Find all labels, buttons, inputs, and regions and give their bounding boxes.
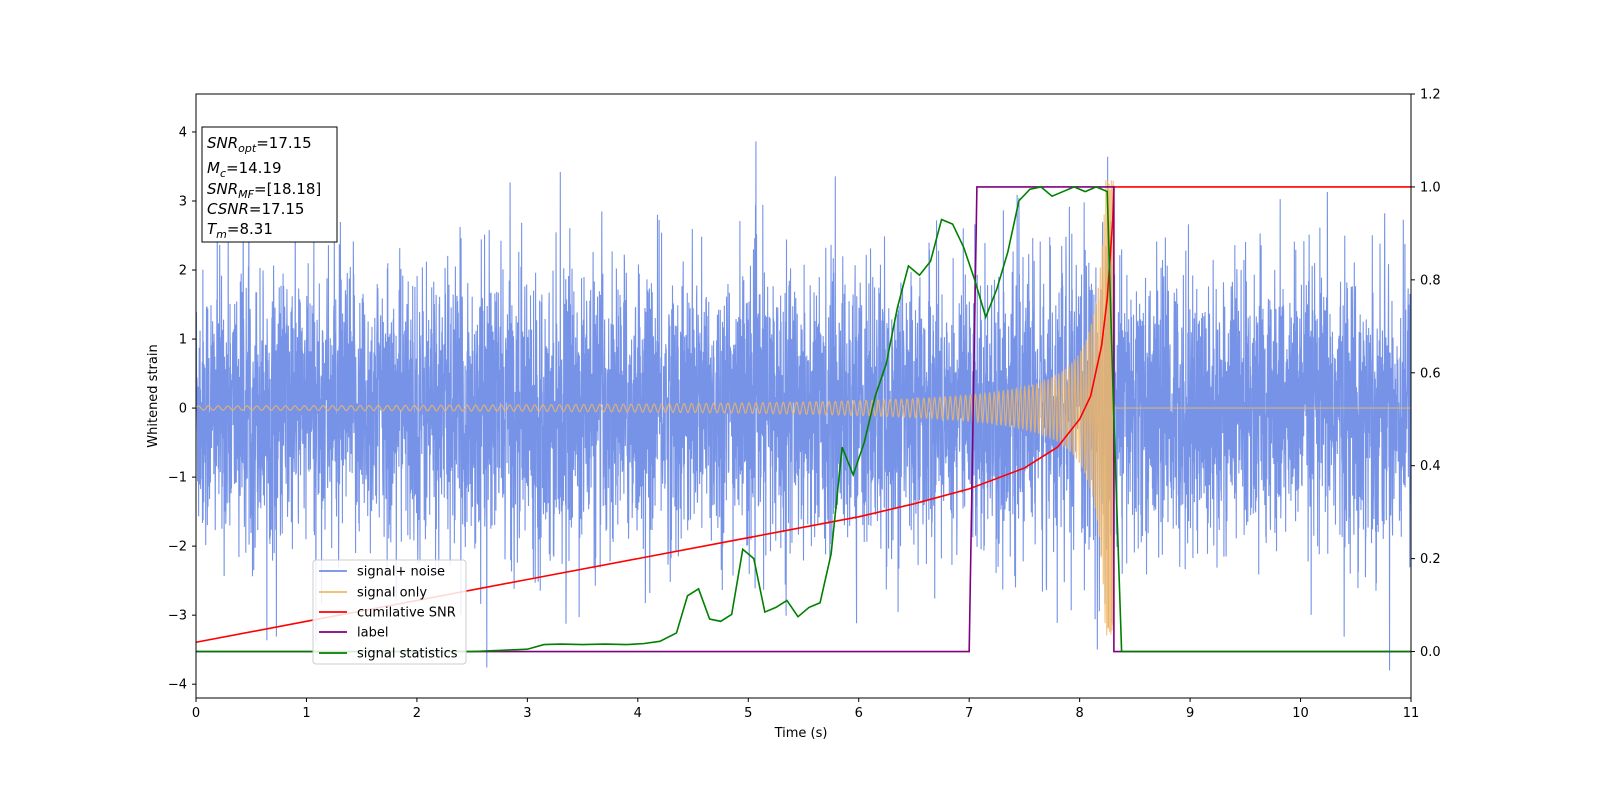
y2-axis-ticks: 1.2 1.0 0.8 0.6 0.4 0.2 0.0 — [1411, 88, 1441, 660]
info-box-line: SNRopt=17.15 — [207, 134, 312, 155]
y-tick-label: 1 — [179, 333, 187, 348]
x-tick-label: 11 — [1403, 706, 1420, 721]
legend-label: signal only — [357, 586, 427, 601]
y2-tick-label: 1.2 — [1420, 88, 1441, 103]
series-signal-statistics-line — [196, 186, 1411, 653]
legend-label: cumilative SNR — [357, 606, 456, 621]
x-tick-label: 10 — [1292, 706, 1309, 721]
y2-tick-label: 1.0 — [1420, 180, 1441, 195]
y-tick-label: 0 — [179, 402, 187, 417]
y-tick-label: 2 — [179, 264, 187, 279]
info-box-line: SNRMF=[18.18] — [207, 180, 321, 201]
y-tick-label: −3 — [168, 609, 187, 624]
legend-frame — [312, 559, 467, 665]
x-tick-label: 9 — [1186, 706, 1194, 721]
legend: signal+ noise signal only cumilative SNR la… — [312, 559, 467, 665]
x-tick-label: 7 — [965, 706, 973, 721]
y2-tick-label: 0.8 — [1420, 273, 1441, 288]
x-tick-label: 1 — [302, 706, 310, 721]
y-tick-label: −2 — [168, 540, 187, 555]
x-tick-label: 8 — [1075, 706, 1083, 721]
series-signal-noise-line — [195, 141, 1412, 671]
x-tick-label: 0 — [192, 706, 200, 721]
axes-frame — [195, 93, 1412, 699]
y2-tick-label: 0.2 — [1420, 552, 1441, 567]
legend-label: signal statistics — [357, 647, 458, 662]
series-signal-only-line — [195, 180, 1411, 636]
y2-tick-label: 0.0 — [1420, 645, 1441, 660]
y-tick-label: −1 — [168, 471, 187, 486]
x-tick-label: 3 — [523, 706, 531, 721]
info-box-frame — [201, 126, 338, 243]
y-tick-label: 4 — [179, 125, 187, 140]
x-tick-label: 4 — [634, 706, 642, 721]
legend-label: signal+ noise — [357, 565, 445, 580]
info-box: SNRopt=17.15 Mc=14.19SNRMF=[18.18]CSNR=17… — [201, 126, 338, 243]
y-axis-ticks: 4 3 2 1 0 −1 −2 −3 −4 — [168, 125, 196, 693]
info-box-line: Mc=14.19 — [207, 159, 282, 180]
y-axis-label: Whitened strain — [146, 344, 161, 447]
x-axis-label: Time (s) — [774, 726, 828, 741]
legend-label: label — [357, 626, 388, 641]
series-cumulative-snr-line — [195, 186, 1411, 644]
info-box-line: Tm=8.31 — [207, 220, 273, 241]
y2-tick-label: 0.6 — [1420, 366, 1441, 381]
y2-tick-label: 0.4 — [1420, 459, 1441, 474]
info-box-line: CSNR=17.15 — [207, 200, 304, 218]
y-tick-label: 3 — [179, 194, 187, 209]
x-tick-label: 2 — [413, 706, 421, 721]
y-tick-label: −4 — [168, 678, 187, 693]
x-tick-label: 5 — [744, 706, 752, 721]
plot-area — [195, 141, 1412, 671]
x-axis-ticks: 0 1 2 3 4 5 6 7 8 9 10 11 — [192, 698, 1419, 721]
x-tick-label: 6 — [855, 706, 863, 721]
